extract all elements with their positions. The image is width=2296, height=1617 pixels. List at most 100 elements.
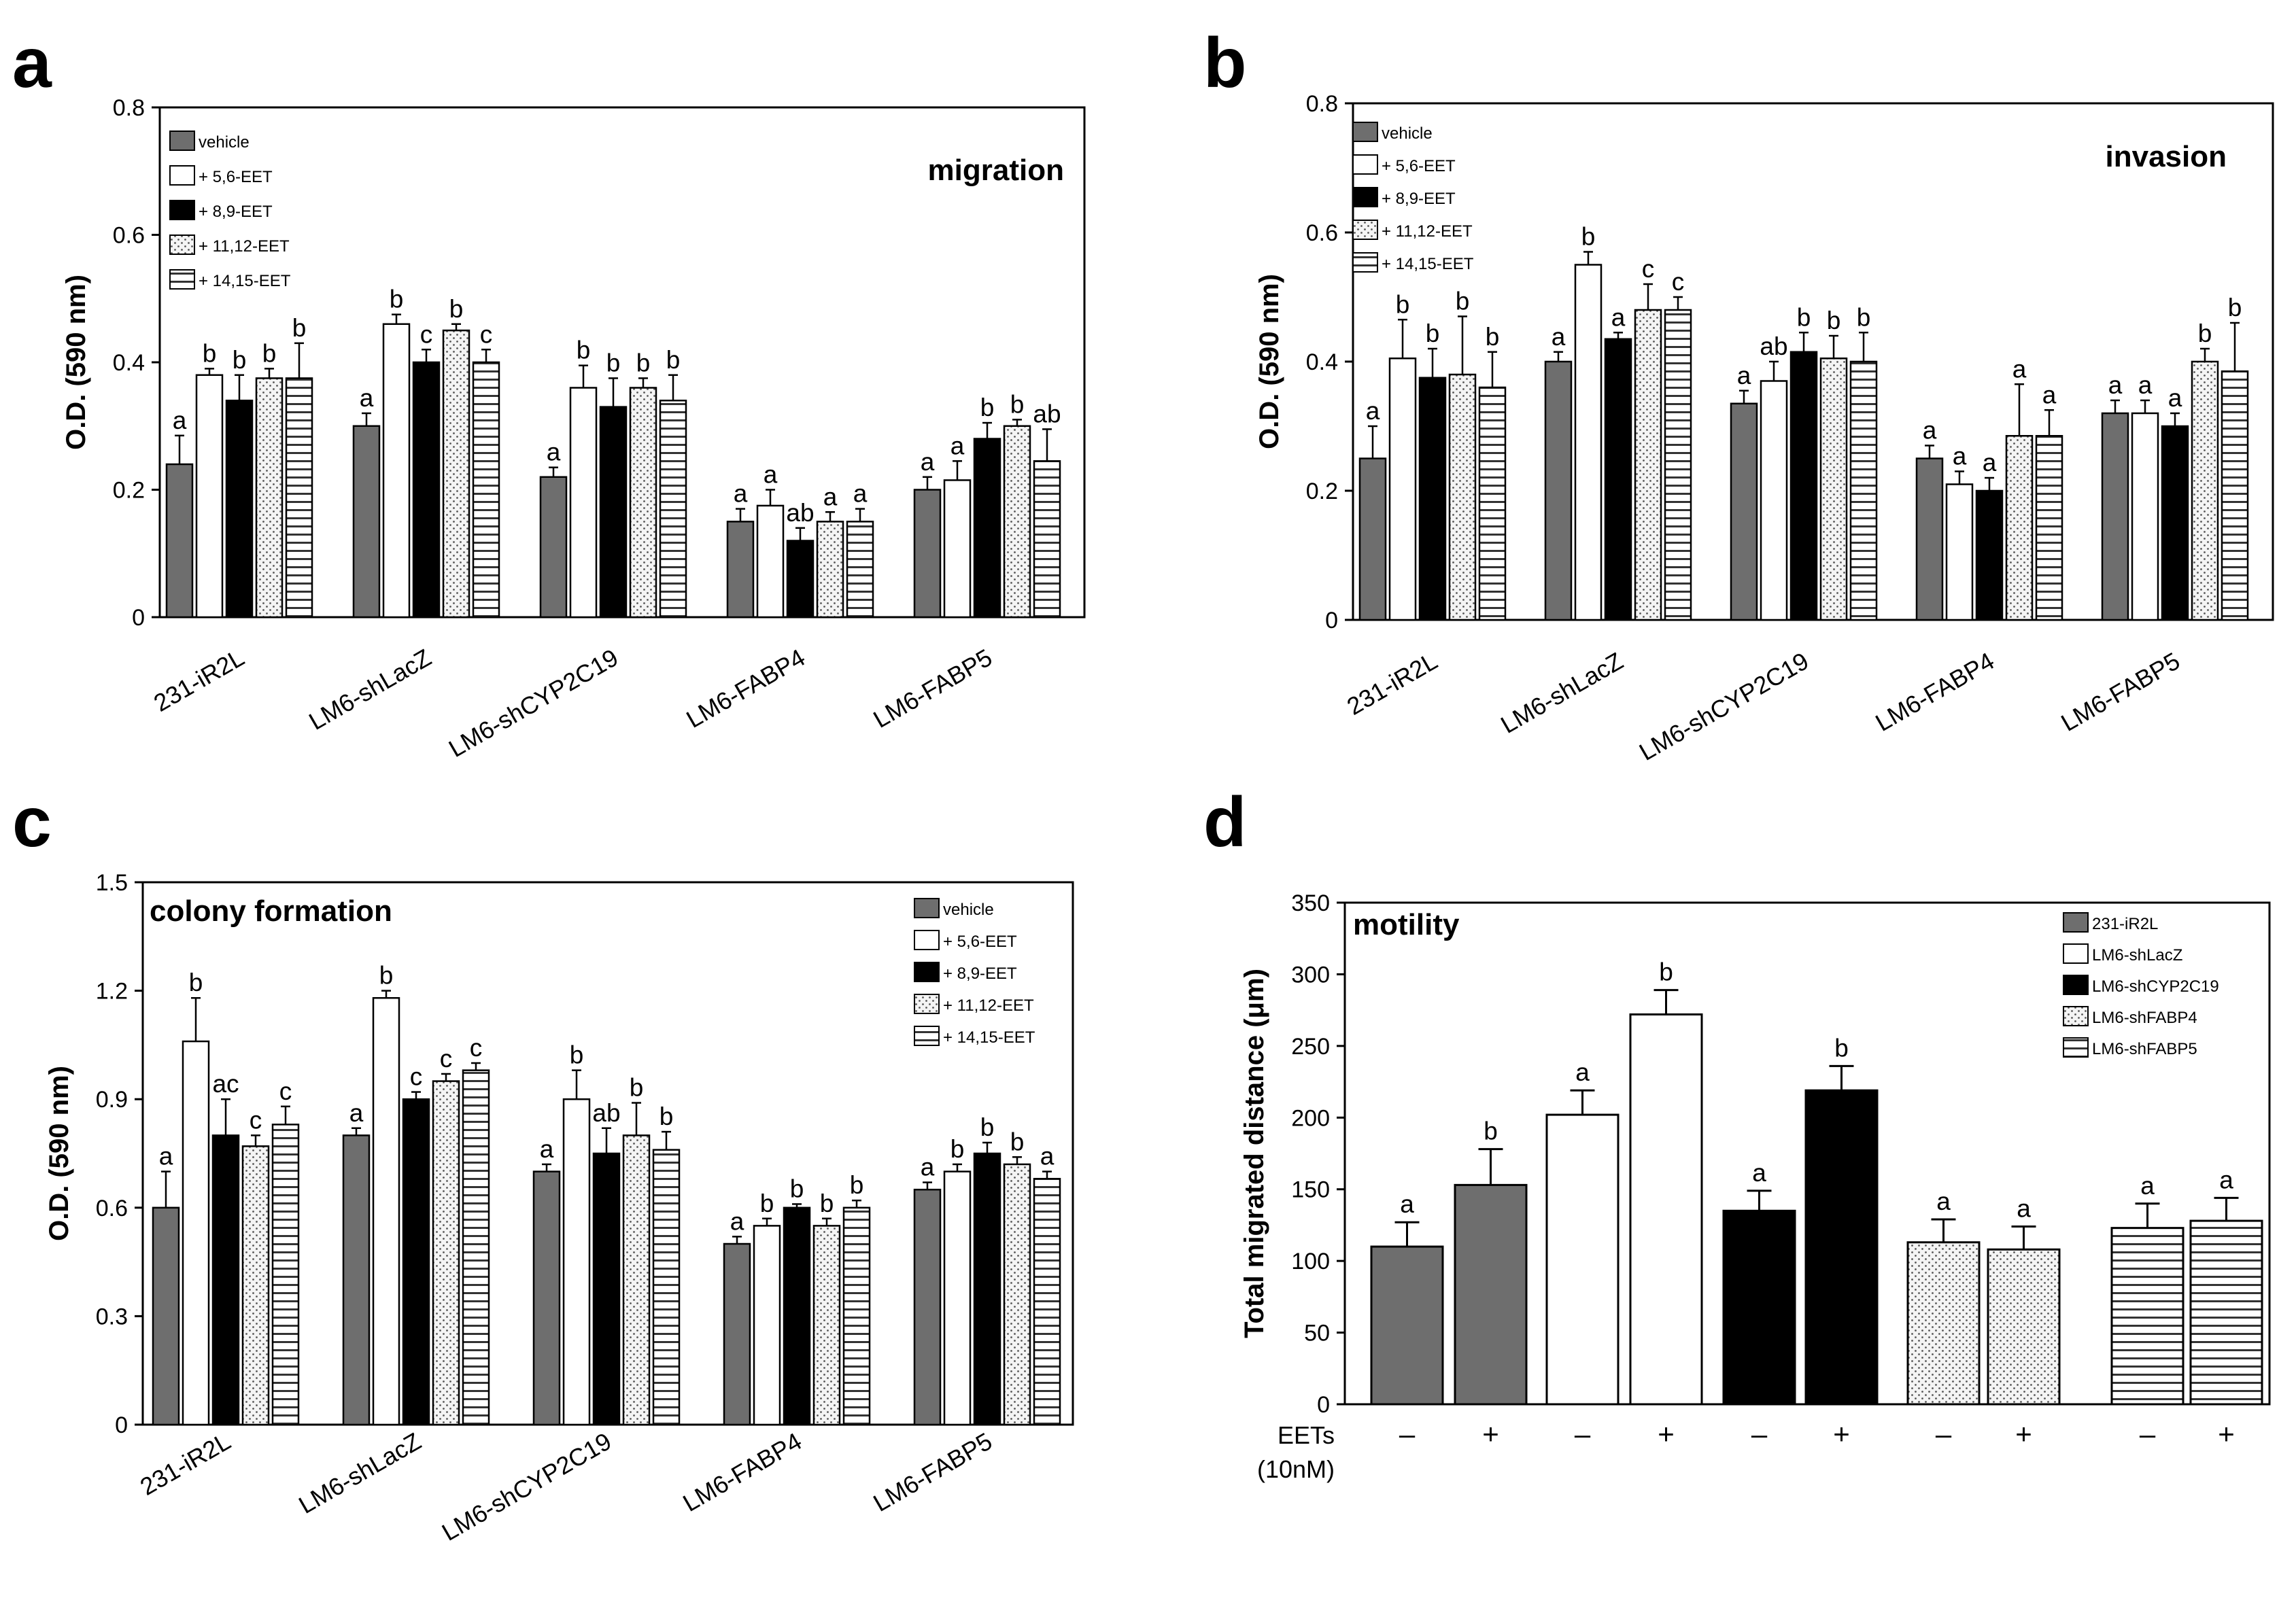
bar [943, 479, 972, 619]
significance-letter: b [1827, 307, 1841, 334]
y-tick-label: 0.2 [1306, 479, 1338, 504]
legend-label: + 11,12-EET [1382, 222, 1473, 241]
bar [2131, 412, 2159, 621]
significance-letter: a [2219, 1166, 2233, 1194]
bar [165, 463, 194, 619]
bar [255, 377, 284, 619]
bar [1629, 1013, 1703, 1406]
significance-letter: b [606, 349, 621, 377]
panel-letter-b: b [1203, 24, 1247, 103]
significance-letter: ab [1760, 332, 1787, 360]
legend-label: + 11,12-EET [943, 996, 1034, 1015]
treatment-sign: + [1658, 1418, 1675, 1450]
significance-letter: a [1040, 1143, 1055, 1170]
y-tick-label: 0 [1325, 608, 1338, 633]
bar [569, 387, 598, 619]
significance-letter: b [1426, 319, 1440, 347]
bar [372, 996, 400, 1426]
bar [195, 374, 224, 619]
significance-letter: a [2168, 384, 2182, 412]
bar [652, 1149, 681, 1426]
bar [1849, 360, 1878, 621]
y-tick-label: 0.3 [96, 1304, 128, 1329]
significance-letter: b [379, 962, 394, 990]
y-tick-label: 100 [1291, 1249, 1330, 1274]
significance-letter: b [1659, 958, 1673, 986]
chart-title: invasion [2106, 140, 2227, 173]
bar [2189, 1219, 2263, 1406]
significance-letter: b [790, 1175, 804, 1202]
significance-letter: b [262, 339, 277, 367]
significance-letter: a [730, 1207, 744, 1235]
bar [1915, 457, 1944, 621]
category-label: 231-iR2L [149, 643, 249, 717]
bar [1819, 358, 1848, 621]
significance-letter: a [1953, 442, 1967, 470]
bar [816, 521, 844, 619]
category-label: 231-iR2L [1342, 646, 1442, 720]
bar [562, 1098, 591, 1426]
y-tick-label: 0.8 [113, 95, 145, 121]
panel-letter-c: c [12, 783, 52, 862]
bar [1906, 1241, 1981, 1406]
bar [1804, 1089, 1879, 1406]
significance-letter: a [1752, 1159, 1766, 1187]
legend-swatch [2063, 912, 2089, 933]
significance-letter: b [630, 1074, 644, 1102]
legend-swatch [2063, 1037, 2089, 1058]
significance-letter: a [2108, 371, 2123, 399]
bar [783, 1206, 811, 1426]
bar [973, 438, 1001, 619]
significance-letter: b [636, 349, 651, 377]
y-tick-label: 250 [1291, 1034, 1330, 1060]
significance-letter: ab [592, 1099, 620, 1127]
significance-letter: b [1456, 288, 1470, 315]
bar [2101, 412, 2129, 621]
bar [659, 400, 687, 619]
bar [2191, 360, 2219, 621]
bar [913, 1188, 942, 1426]
significance-letter: b [570, 1041, 584, 1069]
significance-letter: a [540, 1135, 554, 1163]
chart-panel-b: 00.20.40.60.8O.D. (590 nm)invasionabbbb2… [1254, 91, 2274, 766]
bar [812, 1225, 841, 1426]
bar [1789, 351, 1818, 621]
bar [352, 425, 381, 619]
significance-letter: a [853, 480, 868, 508]
panel-letter-a: a [12, 24, 52, 103]
bar [842, 1206, 871, 1426]
significance-letter: b [850, 1171, 864, 1199]
bar [1987, 1248, 2061, 1406]
legend-swatch [1352, 220, 1378, 240]
legend-label: + 5,6-EET [943, 933, 1017, 951]
category-label: LM6-FABP5 [868, 643, 997, 733]
category-label: LM6-FABP4 [1870, 646, 1999, 737]
significance-letter: a [734, 480, 748, 508]
bar [412, 361, 441, 619]
significance-letter: a [921, 1153, 935, 1181]
bar [1730, 402, 1758, 621]
legend-swatch [914, 994, 940, 1014]
significance-letter: b [980, 1113, 995, 1141]
chart-panel-c: 0 0.3 0.6 0.9 1.2 1.5 O.D. (590 nm) colony form… [44, 870, 1074, 1546]
significance-letter: a [1366, 397, 1380, 425]
bar [846, 521, 874, 619]
bar [1604, 338, 1632, 621]
y-tick-label: 0.6 [1306, 220, 1338, 246]
bar [2110, 1227, 2184, 1406]
bar [2035, 435, 2063, 621]
chart-panel-d: 0 50 100 150 200 250 300 350 Total migrated dist… [1239, 890, 2271, 1483]
significance-letter: a [2138, 371, 2153, 399]
y-tick-label: 0.9 [96, 1087, 128, 1113]
legend-label: + 14,15-EET [1382, 255, 1474, 273]
significance-letter: a [2012, 355, 2027, 383]
treatment-sign: + [2015, 1418, 2032, 1450]
category-label: LM6-shLacZ [1496, 646, 1628, 739]
legend-swatch [169, 269, 195, 290]
significance-letter: b [1581, 223, 1596, 251]
significance-letter: c [279, 1077, 292, 1105]
significance-letter: b [1857, 303, 1871, 331]
bar [1003, 1163, 1031, 1426]
legend-swatch [169, 234, 195, 255]
legend-label: + 11,12-EET [199, 237, 290, 256]
